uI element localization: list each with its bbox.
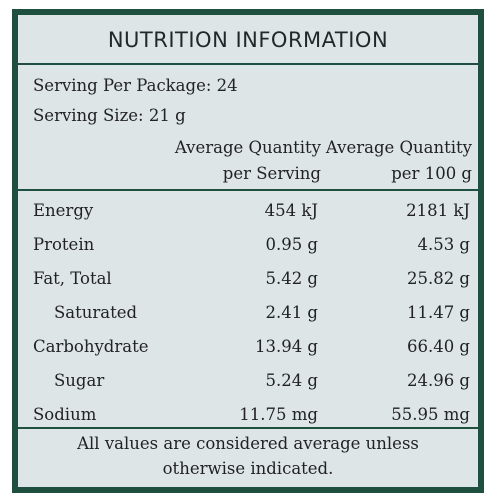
per-serving-value: 5.42 g: [265, 269, 318, 288]
nutrient-name: Sodium: [33, 405, 97, 424]
footer-note: All values are considered average unless…: [18, 427, 478, 487]
column-header-per-serving-line2: per Serving: [222, 164, 321, 183]
nutrient-name: Protein: [33, 235, 95, 254]
table-row-protein: Protein 0.95 g 4.53 g: [18, 228, 478, 262]
nutrient-table: Energy 454 kJ 2181 kJ Protein 0.95 g 4.5…: [18, 191, 478, 432]
per-100g-value: 2181 kJ: [406, 201, 470, 220]
per-serving-value: 5.24 g: [265, 371, 318, 390]
per-serving-value: 13.94 g: [254, 337, 318, 356]
per-100g-value: 55.95 mg: [391, 405, 470, 424]
table-row-sodium: Sodium 11.75 mg 55.95 mg: [18, 398, 478, 432]
nutrition-panel: NUTRITION INFORMATION Serving Per Packag…: [12, 9, 484, 493]
table-row-fat-total: Fat, Total 5.42 g 25.82 g: [18, 262, 478, 296]
per-serving-value: 11.75 mg: [239, 405, 318, 424]
nutrient-name: Fat, Total: [33, 269, 112, 288]
column-headers: Average Quantity per Serving Average Qua…: [18, 133, 478, 189]
footer-line-2: otherwise indicated.: [162, 459, 334, 478]
table-row-carbohydrate: Carbohydrate 13.94 g 66.40 g: [18, 330, 478, 364]
nutrient-name: Sugar: [54, 371, 105, 390]
header-divider: [18, 189, 478, 191]
per-100g-value: 66.40 g: [406, 337, 470, 356]
column-header-per-100g-line1: Average Quantity: [325, 138, 472, 157]
per-serving-value: 0.95 g: [265, 235, 318, 254]
per-serving-value: 454 kJ: [264, 201, 318, 220]
panel-title: NUTRITION INFORMATION: [107, 28, 389, 52]
title-divider: [18, 63, 478, 65]
table-row-sugar: Sugar 5.24 g 24.96 g: [18, 364, 478, 398]
per-100g-value: 11.47 g: [406, 303, 470, 322]
per-100g-value: 24.96 g: [406, 371, 470, 390]
table-row-saturated: Saturated 2.41 g 11.47 g: [18, 296, 478, 330]
serving-per-package: Serving Per Package: 24: [33, 76, 238, 95]
nutrient-name: Saturated: [54, 303, 138, 322]
column-header-per-serving: Average Quantity per Serving: [175, 135, 321, 187]
column-header-per-100g: Average Quantity per 100 g: [326, 135, 472, 187]
column-header-per-serving-line1: Average Quantity: [174, 138, 321, 157]
column-header-per-100g-line2: per 100 g: [391, 164, 472, 183]
per-100g-value: 4.53 g: [417, 235, 470, 254]
per-100g-value: 25.82 g: [406, 269, 470, 288]
nutrient-name: Energy: [33, 201, 94, 220]
table-row-energy: Energy 454 kJ 2181 kJ: [18, 194, 478, 228]
serving-size: Serving Size: 21 g: [33, 106, 186, 125]
per-serving-value: 2.41 g: [265, 303, 318, 322]
nutrient-name: Carbohydrate: [33, 337, 149, 356]
footer-line-1: All values are considered average unless: [77, 434, 419, 453]
serving-info: Serving Per Package: 24 Serving Size: 21…: [18, 65, 478, 133]
